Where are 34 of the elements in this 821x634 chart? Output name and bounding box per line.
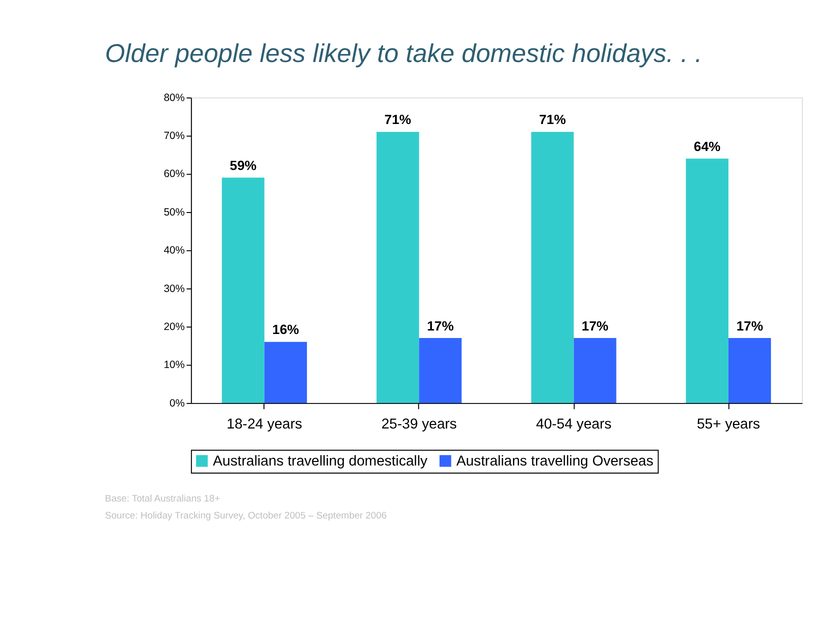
bar <box>222 178 264 403</box>
data-label: 17% <box>426 318 454 334</box>
bar <box>376 132 420 403</box>
x-tick-label: 40-54 years <box>536 416 612 432</box>
y-tick-label: 10% <box>164 359 185 372</box>
y-tick-label: 40% <box>164 244 185 257</box>
bar <box>419 338 462 403</box>
y-tick-label: 0% <box>170 397 185 410</box>
bar <box>728 338 771 403</box>
y-tick-label: 50% <box>164 206 185 218</box>
bar <box>574 338 616 403</box>
data-label: 71% <box>384 112 412 128</box>
y-tick-label: 60% <box>164 168 185 180</box>
data-label: 71% <box>539 112 566 128</box>
data-label: 59% <box>230 158 257 174</box>
text: Base: Total Australians 18+ <box>105 493 221 504</box>
legend-label: Australians travelling Overseas <box>456 454 654 470</box>
y-tick-label: 70% <box>164 130 185 142</box>
bar <box>531 132 574 403</box>
bar <box>264 342 307 403</box>
data-label: 64% <box>694 138 721 154</box>
y-tick-label: 30% <box>164 282 185 295</box>
bar <box>686 158 728 403</box>
y-tick-label: 20% <box>164 320 185 333</box>
data-label: 16% <box>272 322 300 338</box>
y-tick-label: 80% <box>164 92 185 104</box>
chart-title: Older people less likely to take domestic holidays. . . <box>105 40 702 68</box>
x-tick-label: 25-39 years <box>381 416 457 432</box>
data-label: 17% <box>582 318 609 334</box>
x-tick-label: 55+ years <box>696 416 760 432</box>
data-label: 17% <box>736 318 764 334</box>
source-note: Source: Holiday Tracking Survey, October 2005 – September 2006 <box>105 510 387 522</box>
x-tick-label: 18-24 years <box>226 416 302 432</box>
legend-label: Australians travelling domestically <box>212 454 428 470</box>
